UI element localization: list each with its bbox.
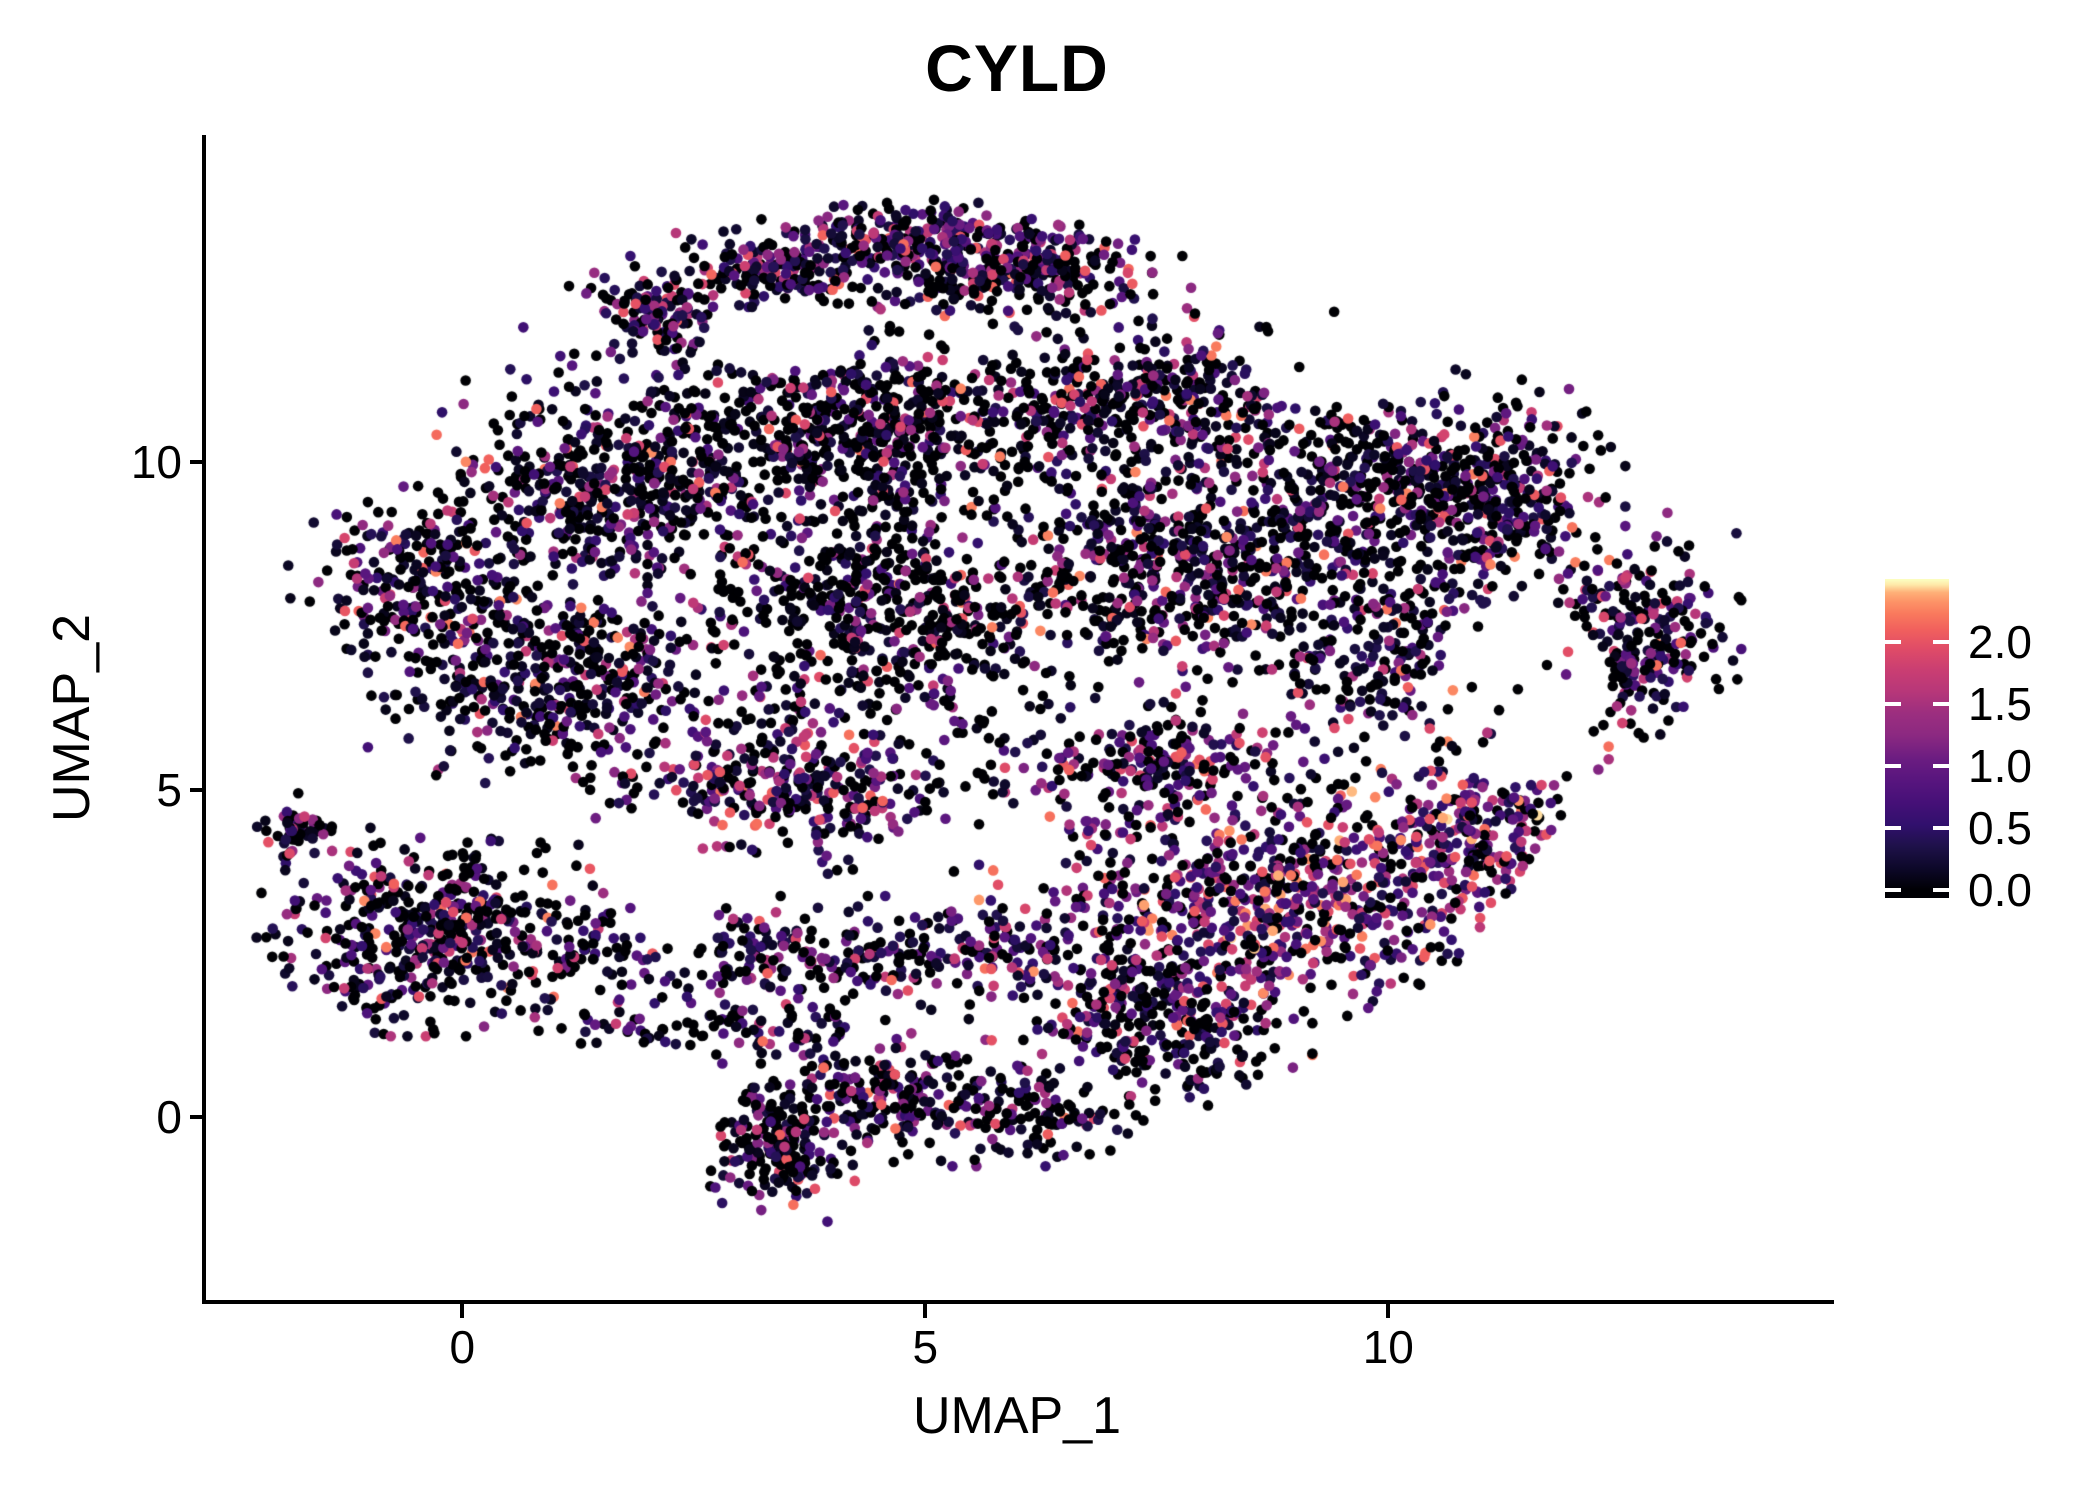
colorbar-tick-mark [1933,764,1949,768]
y-tick-label: 5 [156,763,182,816]
colorbar-tick-label: 2.0 [1968,616,2032,668]
colorbar-tick-label: 1.5 [1968,678,2032,730]
colorbar-tick-label: 1.0 [1968,740,2032,792]
y-tick-label: 10 [130,436,182,489]
x-tick-mark [1386,1304,1391,1318]
colorbar-tick-mark [1885,764,1901,768]
plot-title: CYLD [925,31,1109,105]
y-tick-label: 0 [156,1091,182,1144]
y-axis-line [202,135,206,1304]
colorbar-tick-mark [1933,702,1949,706]
y-tick-mark [190,460,204,465]
colorbar-tick-mark [1885,640,1901,644]
colorbar-tick-mark [1885,826,1901,830]
colorbar-tick-label: 0.5 [1968,802,2032,854]
colorbar-tick-mark [1885,888,1901,892]
x-axis-title: UMAP_1 [912,1387,1122,1445]
colorbar-tick-label: 0.0 [1968,864,2032,916]
colorbar-tick-mark [1933,640,1949,644]
x-tick-label: 0 [449,1321,476,1373]
x-tick-mark [460,1304,465,1318]
x-tick-mark [923,1304,928,1318]
y-tick-mark [190,787,204,792]
x-axis-line [202,1300,1834,1304]
y-tick-mark [190,1115,204,1120]
colorbar-gradient [1885,579,1949,898]
colorbar-tick-mark [1933,826,1949,830]
x-tick-label: 5 [912,1321,939,1373]
colorbar-tick-mark [1933,888,1949,892]
colorbar-tick-mark [1885,702,1901,706]
x-tick-label: 10 [1362,1321,1414,1373]
